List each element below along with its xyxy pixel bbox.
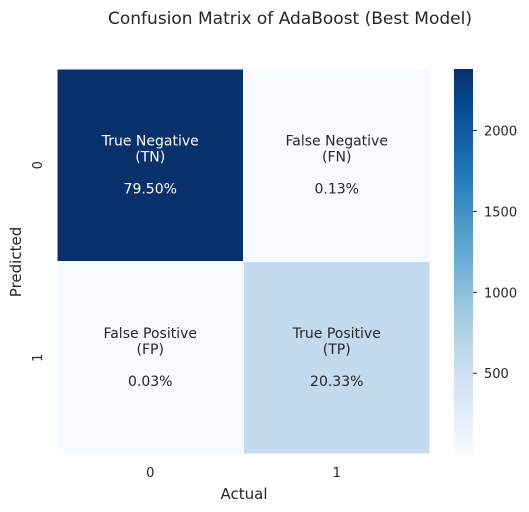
y-tick-label: 1 <box>31 354 46 362</box>
colorbar-tick-label: 500 <box>484 367 509 382</box>
cell-abbr-tn: (TN) <box>135 149 165 165</box>
x-tick-label: 0 <box>146 466 154 481</box>
cell-abbr-tp: (TP) <box>323 342 351 358</box>
colorbar-tick-label: 1500 <box>484 205 517 220</box>
cell-percent-tn: 79.50% <box>124 181 177 197</box>
cell-abbr-fn: (FN) <box>322 149 351 165</box>
y-tick-label: 0 <box>31 161 46 169</box>
cell-fp <box>56 261 244 455</box>
y-tick-labels: 01 <box>31 161 46 362</box>
colorbar-tick-label: 1000 <box>484 286 517 301</box>
cell-name-tp: True Positive <box>292 326 381 342</box>
x-axis-label: Actual <box>221 485 268 503</box>
cell-fn <box>243 68 431 262</box>
cell-percent-fp: 0.03% <box>128 374 172 390</box>
heatmap-cells: True Negative(TN) 79.50% False Negative(FN… <box>56 68 431 455</box>
cell-percent-tp: 20.33% <box>310 374 363 390</box>
colorbar-tick-label: 2000 <box>484 124 517 139</box>
cell-abbr-fp: (FP) <box>137 342 164 358</box>
cell-name-tn: True Negative <box>101 133 199 149</box>
cell-name-fp: False Positive <box>103 326 197 342</box>
cell-name-fn: False Negative <box>286 133 388 149</box>
cell-percent-fn: 0.13% <box>315 181 359 197</box>
chart-title: Confusion Matrix of AdaBoost (Best Model… <box>108 9 472 29</box>
cell-tn <box>56 68 244 262</box>
colorbar-gradient <box>454 69 473 454</box>
cell-tp <box>243 261 431 455</box>
y-axis-label: Predicted <box>7 227 25 297</box>
x-tick-label: 1 <box>333 466 341 481</box>
colorbar: 500 1000 1500 2000 <box>454 69 517 454</box>
